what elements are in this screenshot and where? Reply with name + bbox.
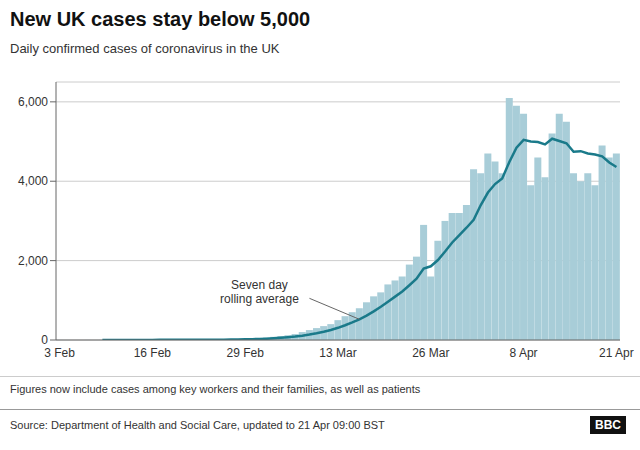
- html-text:Daily confirmed cases of coron: Daily confirmed cases of coronavirus in …: [10, 41, 280, 56]
- svg-text:6,000: 6,000: [18, 95, 48, 109]
- html-text:BBC: BBC: [595, 418, 621, 432]
- svg-text:3 Feb: 3 Feb: [44, 346, 75, 360]
- svg-text:4,000: 4,000: [18, 174, 48, 188]
- svg-text:Seven dayrolling average: Seven dayrolling average: [220, 278, 299, 306]
- svg-text:13 Mar: 13 Mar: [319, 346, 356, 360]
- html-text:Source: Department of Health a: Source: Department of Health and Social …: [10, 419, 385, 431]
- html-text:New UK cases stay below 5,000: New UK cases stay below 5,000: [10, 8, 311, 30]
- svg-text:29 Feb: 29 Feb: [227, 346, 265, 360]
- svg-text:0: 0: [41, 333, 48, 347]
- svg-text:2,000: 2,000: [18, 254, 48, 268]
- svg-text:26 Mar: 26 Mar: [412, 346, 449, 360]
- html-text:Figures now include cases amon: Figures now include cases among key work…: [10, 383, 421, 395]
- svg-text:8 Apr: 8 Apr: [510, 346, 538, 360]
- svg-text:21 Apr: 21 Apr: [599, 346, 632, 360]
- svg-text:16 Feb: 16 Feb: [134, 346, 172, 360]
